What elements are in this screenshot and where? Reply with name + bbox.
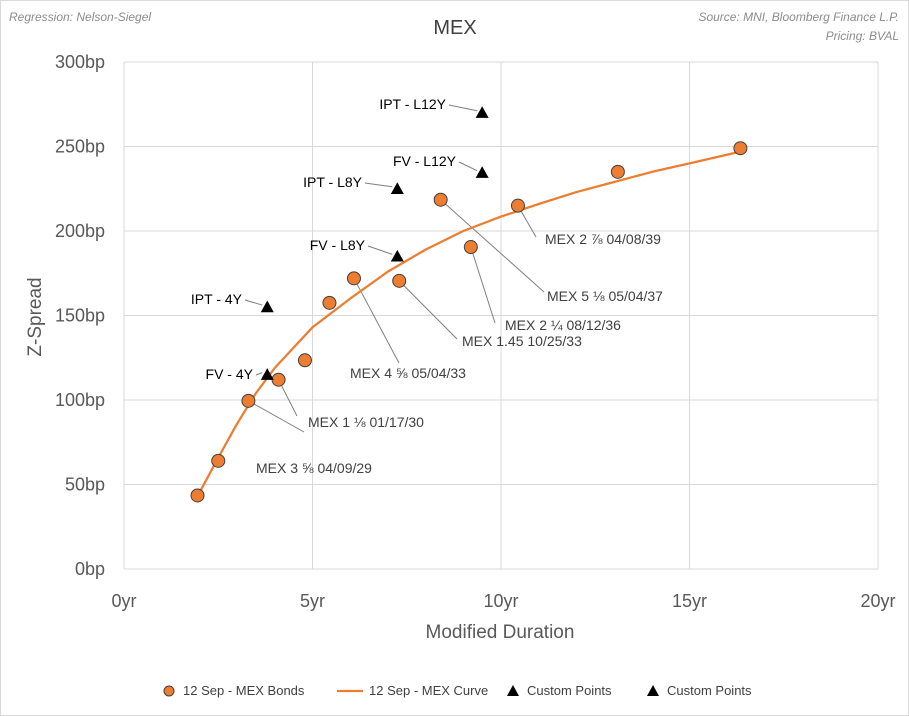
bond-label-leader [353,278,400,364]
x-tick-label: 5yr [300,591,325,611]
y-tick-label: 250bp [55,137,105,157]
y-tick-label: 100bp [55,390,105,410]
x-tick-label: 10yr [483,591,518,611]
bond-point [241,393,256,408]
gridlines [123,61,879,570]
legend-triangle-swatch [647,685,659,696]
legend-label: Custom Points [527,683,612,698]
custom-point-label: FV - 4Y [206,366,254,382]
bond-point [322,295,337,310]
legend-label: 12 Sep - MEX Curve [369,683,488,698]
custom-point-label: IPT - 4Y [191,291,243,307]
label-leader-lines [244,104,545,433]
custom-point-label: IPT - L8Y [303,174,363,190]
y-tick-label: 150bp [55,306,105,326]
custom-point-triangle [390,249,404,262]
bond-point [733,141,748,156]
bond-point [510,198,525,213]
bond-point [297,353,312,368]
bond-label: MEX 5 ⅛ 05/04/37 [547,288,663,304]
mex-curve-line [196,150,742,498]
custom-label-leader [255,372,263,376]
y-axis-title: Z-Spread [25,277,46,356]
custom-point-label: IPT - L12Y [379,96,446,112]
legend: 12 Sep - MEX Bonds 12 Sep - MEX Curve Cust… [163,683,752,698]
bond-point [433,192,448,207]
bond-point [610,164,625,179]
y-tick-label: 50bp [65,475,105,495]
legend-circle-swatch [163,685,175,697]
bond-label: MEX 4 ⅝ 05/04/33 [350,365,466,381]
x-tick-label: 0yr [111,591,136,611]
custom-points [260,106,489,380]
chart-title: MEX [433,17,476,39]
bond-point [271,372,286,387]
custom-point-triangle [390,182,404,194]
x-tick-label: 15yr [672,591,707,611]
y-tick-label: 300bp [55,52,105,72]
custom-label-leader [458,161,478,172]
custom-label-leader [367,245,393,255]
legend-label: 12 Sep - MEX Bonds [183,683,305,698]
bond-label: MEX 2 ⅞ 04/08/39 [545,231,661,247]
custom-point-triangle [260,368,274,380]
bond-point [211,453,226,468]
bond-label: MEX 1.45 10/25/33 [462,333,582,349]
legend-triangle-swatch [507,685,519,696]
bond-point [346,271,361,286]
regression-note: Regression: Nelson-Siegel [9,10,151,24]
bond-label-leader [398,280,458,340]
bond-point [392,273,407,288]
y-tick-label: 200bp [55,221,105,241]
legend-label: Custom Points [667,683,752,698]
bond-label: MEX 2 ¼ 08/12/36 [505,317,621,333]
custom-point-label: FV - L8Y [310,237,366,253]
bond-points [190,141,748,503]
x-tick-label: 20yr [860,591,895,611]
custom-label-leader [448,104,478,112]
data-labels: MEX 3 ⅝ 04/09/29 MEX 1 ⅛ 01/17/30 MEX 4 ⅝ … [191,96,663,476]
source-note: Source: MNI, Bloomberg Finance L.P. [698,10,899,24]
curve-series [196,150,742,498]
custom-point-triangle [260,300,274,313]
custom-point-triangle [475,166,489,178]
bond-label-leader [440,199,545,293]
y-tick-label: 0bp [75,559,105,579]
bond-label-leader [248,400,305,433]
x-axis-title: Modified Duration [426,622,575,643]
bond-label-leader [470,246,496,324]
bond-label: MEX 1 ⅛ 01/17/30 [308,414,424,430]
custom-label-leader [364,182,393,188]
custom-label-leader [244,299,263,306]
custom-point-label: FV - L12Y [393,153,457,169]
bond-point [190,488,205,503]
pricing-note: Pricing: BVAL [826,29,899,43]
axis-ticks: 0bp 50bp 100bp 150bp 200bp 250bp 300bp 0yr 5yr 10… [55,52,896,611]
bond-point [463,240,478,255]
custom-point-triangle [475,106,489,118]
bond-label: MEX 3 ⅝ 04/09/29 [256,460,372,476]
